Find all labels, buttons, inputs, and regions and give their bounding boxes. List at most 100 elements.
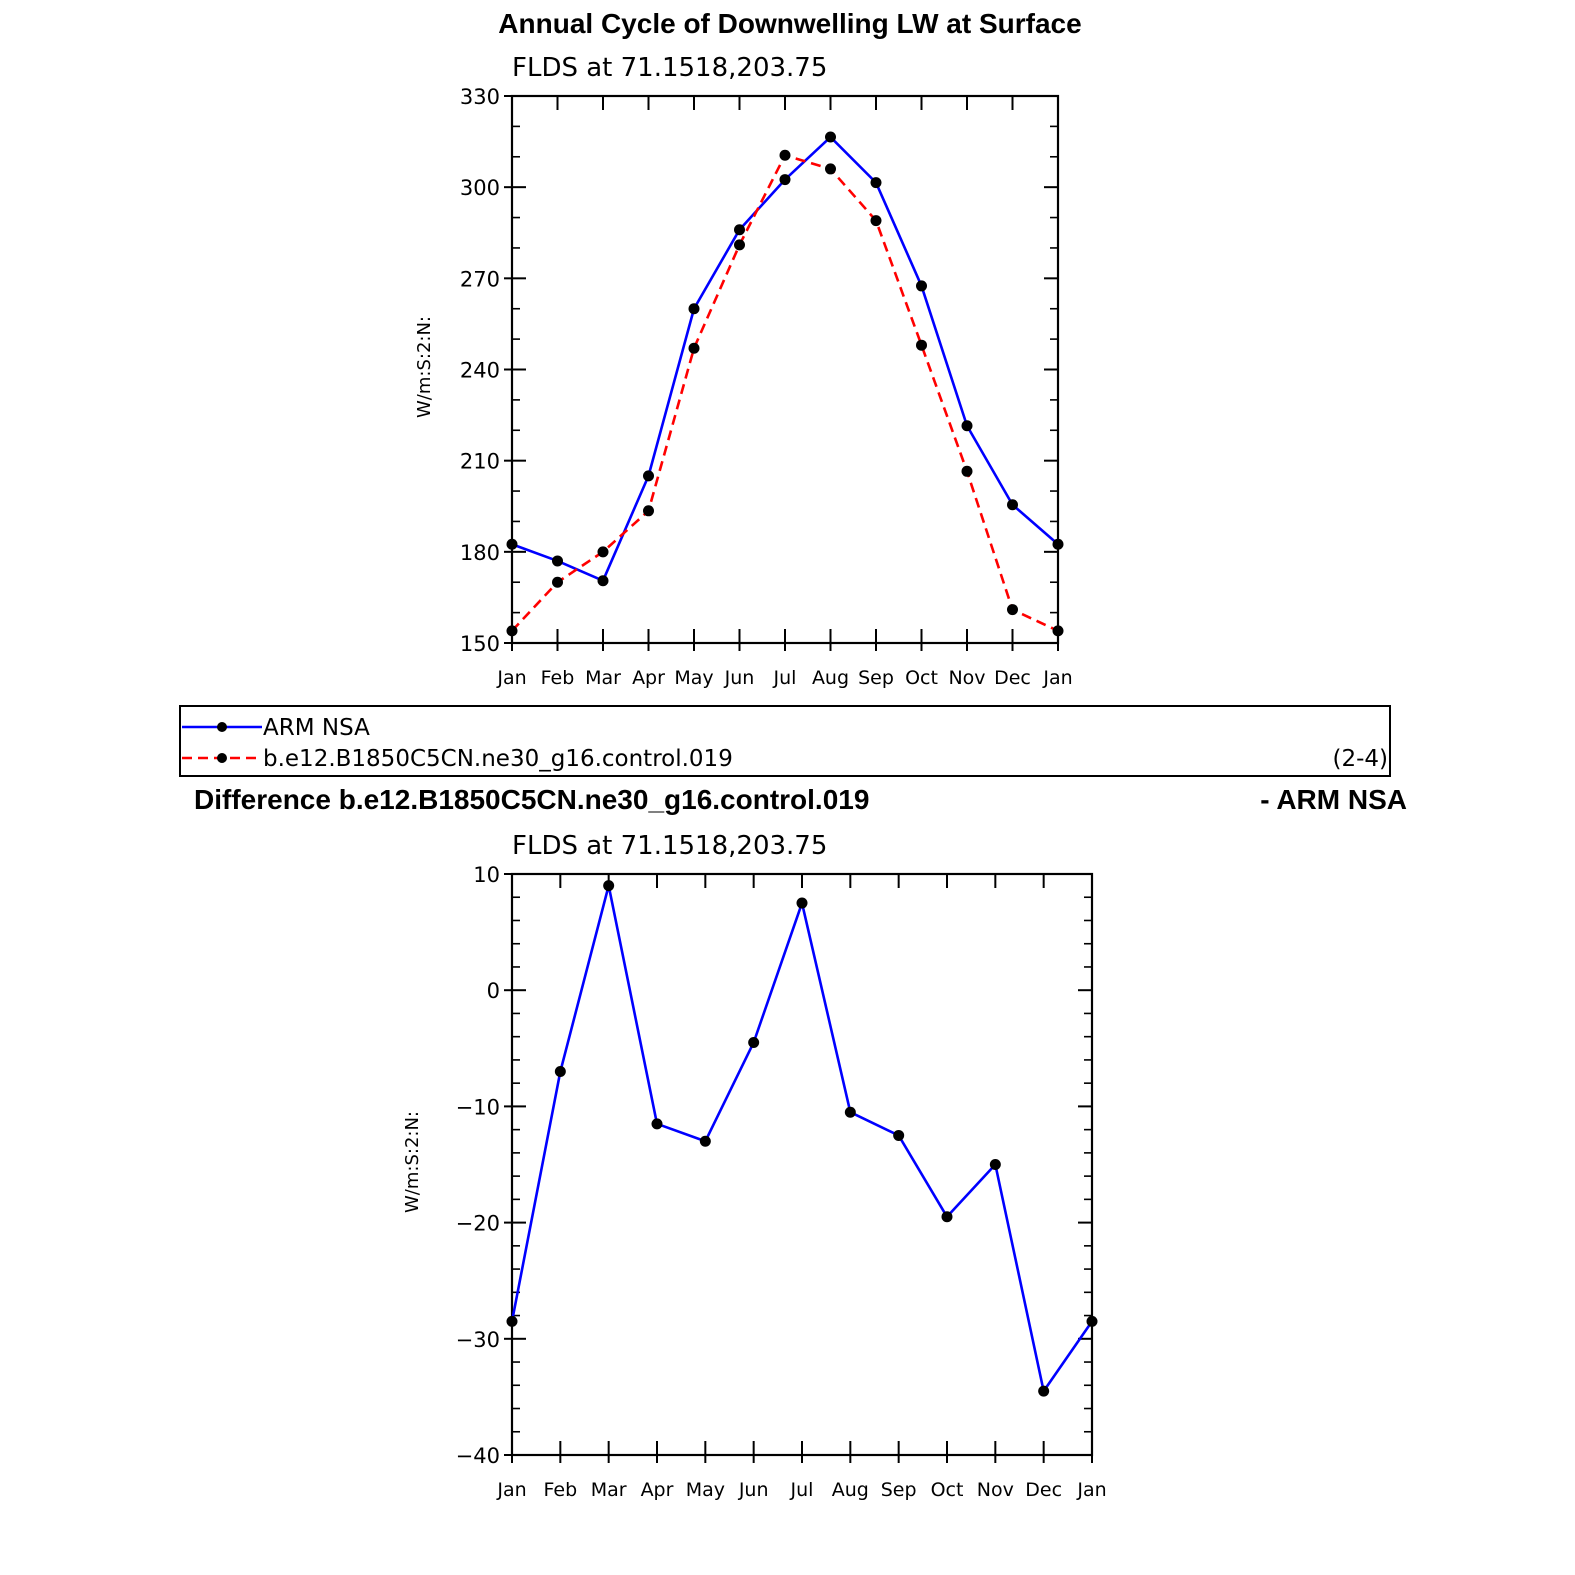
series-1-point-10: [961, 465, 973, 477]
series-0-point-8: [870, 177, 882, 189]
x-tick-label: Feb: [544, 1479, 578, 1501]
chart2-title-left: Difference b.e12.B1850C5CN.ne30_g16.cont…: [194, 784, 869, 815]
y-tick-label: 0: [487, 979, 500, 1003]
series-0-point-11: [1007, 499, 1018, 511]
x-tick-label: Mar: [591, 1479, 627, 1501]
series-0-point-4: [688, 303, 700, 315]
series-line-0: [511, 135, 1059, 583]
series-1-point-8: [870, 215, 882, 227]
plot-frame: [510, 872, 1094, 1457]
series-0-point-8: [893, 1129, 905, 1141]
series-0-point-7: [825, 131, 836, 143]
x-tick-label: Jan: [496, 667, 526, 689]
series-1-point-0: [506, 625, 518, 637]
x-tick-label: Jan: [1076, 1479, 1106, 1501]
series-0-point-6: [796, 897, 808, 909]
x-tick-label: Apr: [632, 667, 665, 689]
chart1-ylabel: W/m:S:2:N:: [414, 316, 435, 418]
x-tick-label: Dec: [1025, 1479, 1062, 1501]
series-0-point-7: [844, 1106, 856, 1118]
series-0-point-2: [603, 880, 615, 892]
series-0-point-5: [748, 1036, 760, 1048]
x-tick-label: Feb: [541, 667, 575, 689]
legend-entry-arm-nsa: ARM NSA: [263, 715, 370, 741]
series-1-point-3: [643, 505, 654, 517]
series-0-point-12: [1052, 538, 1064, 550]
annual-cycle-chart: Annual Cycle of Downwelling LW at Surfac…: [414, 8, 1082, 689]
series-1-point-4: [688, 342, 700, 354]
chart1-subtitle: FLDS at 71.1518,203.75: [512, 53, 827, 83]
x-tick-label: Jun: [738, 1479, 769, 1501]
series-0-point-9: [916, 280, 927, 292]
x-tick-label: Aug: [812, 667, 849, 689]
x-tick-label: Oct: [905, 667, 938, 689]
series-0-point-1: [552, 555, 563, 567]
series-0-point-9: [941, 1211, 953, 1223]
y-tick-label: 270: [460, 267, 500, 291]
y-tick-label: 210: [460, 450, 500, 474]
series-0-point-6: [779, 174, 791, 186]
series-0-point-5: [734, 224, 745, 236]
x-tick-label: May: [674, 667, 713, 689]
series-0-point-11: [1038, 1385, 1050, 1397]
series-0-point-4: [699, 1135, 711, 1147]
x-tick-label: Oct: [931, 1479, 964, 1501]
chart2-ylabel: W/m:S:2:N:: [402, 1111, 423, 1213]
series-line-1: [511, 153, 1059, 633]
x-tick-label: Jan: [496, 1479, 526, 1501]
x-tick-label: Aug: [832, 1479, 869, 1501]
series-1-point-12: [1052, 625, 1064, 637]
y-tick-label: 180: [460, 541, 500, 565]
chart2-title-right: - ARM NSA: [1260, 784, 1407, 815]
x-tick-label: May: [686, 1479, 725, 1501]
chart1-plot-area: 150 180 210 240 270 300 330 Jan Feb Mar Apr May Jun J…: [460, 85, 1073, 689]
x-tick-label: Jul: [773, 667, 797, 689]
chart1-title: Annual Cycle of Downwelling LW at Surfac…: [498, 8, 1081, 39]
legend-note: (2-4): [1332, 746, 1388, 772]
y-tick-label: 240: [460, 359, 500, 383]
difference-chart: Difference b.e12.B1850C5CN.ne30_g16.cont…: [194, 784, 1407, 1501]
series-0-point-2: [597, 575, 609, 587]
series-1-point-9: [916, 339, 927, 351]
legend-arm-nsa-marker: [217, 722, 227, 732]
series-0-point-3: [651, 1118, 663, 1130]
y-tick-label: −10: [456, 1095, 500, 1119]
legend: ARM NSA b.e12.B1850C5CN.ne30_g16.control…: [179, 705, 1391, 777]
y-tick-label: 330: [460, 85, 500, 109]
series-0-point-3: [643, 470, 654, 482]
legend-entry-model: b.e12.B1850C5CN.ne30_g16.control.019: [263, 746, 733, 772]
y-tick-label: −30: [456, 1328, 500, 1352]
y-tick-label: −40: [456, 1444, 500, 1468]
x-tick-label: Sep: [881, 1479, 917, 1501]
chart2-subtitle: FLDS at 71.1518,203.75: [512, 831, 827, 861]
x-tick-label: Dec: [994, 667, 1031, 689]
x-tick-label: Jan: [1042, 667, 1072, 689]
series-1-point-11: [1007, 604, 1018, 616]
legend-frame: [179, 705, 1391, 777]
x-tick-label: Sep: [858, 667, 894, 689]
x-tick-label: Jun: [724, 667, 755, 689]
series-1-point-6: [779, 149, 791, 161]
series-0-point-0: [506, 538, 518, 550]
y-tick-label: 300: [460, 176, 500, 200]
series-0-point-0: [506, 1315, 518, 1327]
y-tick-label: 10: [473, 863, 500, 887]
chart2-plot-area: −40 −30 −20 −10 0 10 Jan Feb Mar Apr May Jun Jul Aug S…: [456, 863, 1107, 1501]
series-line-0: [510, 884, 1094, 1393]
x-tick-label: Apr: [641, 1479, 674, 1501]
series-1-point-5: [734, 239, 745, 251]
series-1-point-1: [552, 576, 563, 588]
series-1-point-2: [597, 546, 609, 558]
series-0-point-10: [961, 420, 973, 432]
legend-model-marker: [217, 753, 227, 763]
series-0-point-1: [554, 1066, 566, 1078]
series-1-point-7: [825, 163, 836, 175]
y-tick-label: 150: [460, 632, 500, 656]
x-tick-label: Nov: [948, 667, 985, 689]
x-tick-label: Jul: [790, 1479, 814, 1501]
series-0-point-10: [989, 1159, 1001, 1170]
y-tick-label: −20: [456, 1212, 500, 1236]
x-tick-label: Nov: [977, 1479, 1014, 1501]
series-0-point-12: [1086, 1315, 1098, 1327]
